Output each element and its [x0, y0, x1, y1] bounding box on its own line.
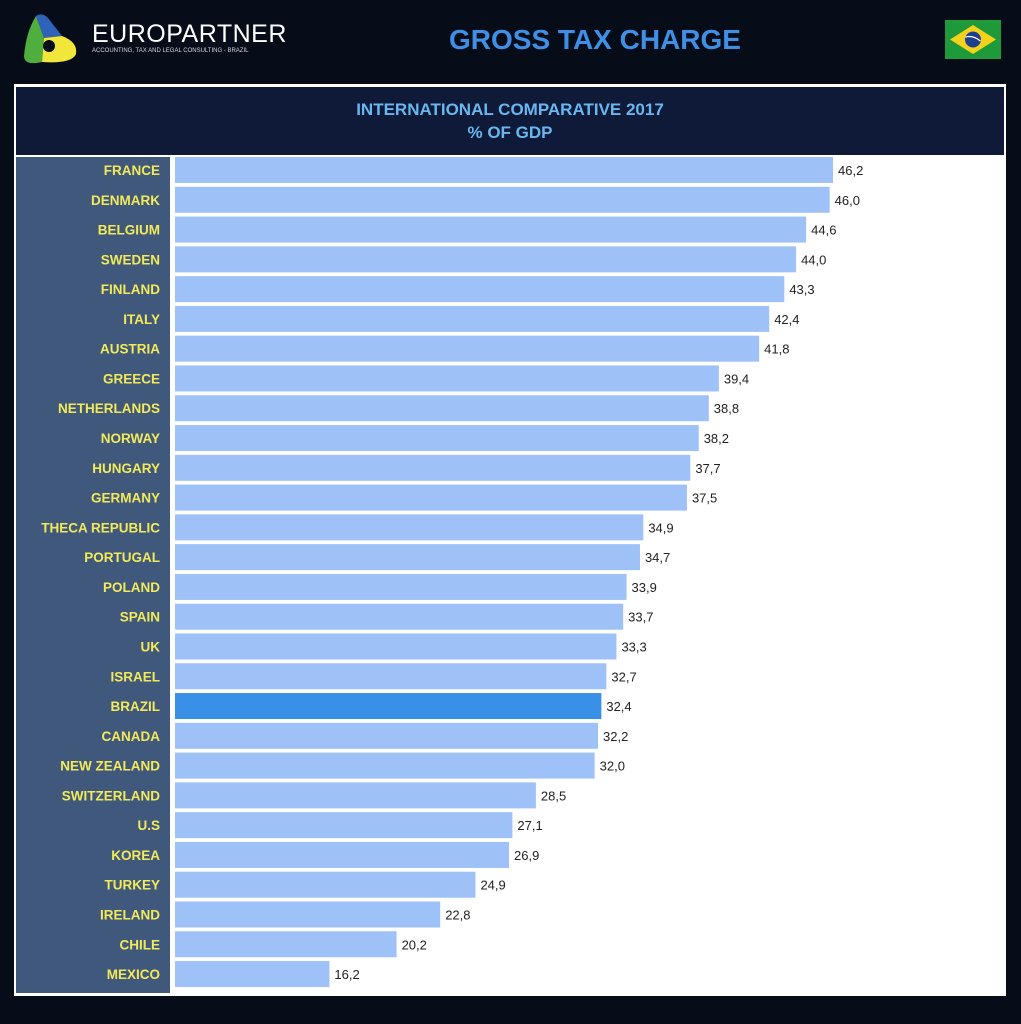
data-label: 38,8 — [714, 401, 739, 416]
data-label: 34,9 — [648, 520, 673, 535]
category-label: POLAND — [103, 580, 160, 595]
category-label: SWEDEN — [101, 252, 160, 267]
category-label: AUSTRIA — [100, 342, 160, 357]
category-label-column — [16, 157, 170, 993]
bar-belgium — [175, 216, 807, 243]
category-label: BELGIUM — [98, 223, 160, 238]
category-label: FINLAND — [101, 282, 160, 297]
data-label: 37,7 — [695, 461, 720, 476]
bar-brazil — [175, 693, 602, 720]
chart-header: INTERNATIONAL COMPARATIVE 2017 % OF GDP — [16, 87, 1004, 155]
data-label: 28,5 — [541, 788, 566, 803]
category-label: NORWAY — [101, 431, 160, 446]
bar-france — [175, 157, 833, 183]
bar-hungary — [175, 454, 691, 481]
bar-denmark — [175, 186, 830, 213]
bar-theca-republic — [175, 514, 644, 541]
data-label: 33,7 — [628, 610, 653, 625]
bar-new-zealand — [175, 752, 595, 779]
bar-italy — [175, 305, 770, 332]
category-label: GERMANY — [91, 491, 160, 506]
category-label: KOREA — [111, 848, 160, 863]
category-label: SPAIN — [120, 610, 160, 625]
category-label: NETHERLANDS — [58, 401, 160, 416]
data-label: 46,2 — [838, 163, 863, 178]
data-label: 32,2 — [603, 729, 628, 744]
category-label: U.S — [137, 818, 160, 833]
category-label: NEW ZEALAND — [60, 759, 160, 774]
category-label: CANADA — [102, 729, 161, 744]
bar-finland — [175, 276, 785, 303]
bar-norway — [175, 425, 699, 452]
data-label: 26,9 — [514, 848, 539, 863]
data-label: 16,2 — [334, 967, 359, 982]
data-label: 39,4 — [724, 371, 749, 386]
data-label: 42,4 — [774, 312, 799, 327]
bar-netherlands — [175, 395, 709, 422]
chart-subtitle: % OF GDP — [467, 123, 553, 142]
category-label: BRAZIL — [111, 699, 161, 714]
europartner-logo-icon — [24, 14, 77, 64]
bar-sweden — [175, 246, 797, 273]
data-label: 38,2 — [704, 431, 729, 446]
category-label: TURKEY — [104, 878, 160, 893]
bar-mexico — [175, 961, 330, 988]
bar-u-s — [175, 812, 513, 839]
data-label: 32,4 — [606, 699, 631, 714]
data-label: 41,8 — [764, 342, 789, 357]
category-label: IRELAND — [100, 908, 160, 923]
data-label: 24,9 — [480, 878, 505, 893]
data-label: 20,2 — [402, 937, 427, 952]
category-label: ISRAEL — [110, 669, 160, 684]
data-label: 34,7 — [645, 550, 670, 565]
category-label: ITALY — [123, 312, 160, 327]
category-label: FRANCE — [104, 163, 160, 178]
category-label: PORTUGAL — [84, 550, 160, 565]
bar-ireland — [175, 901, 441, 928]
brand-tagline: ACCOUNTING, TAX AND LEGAL CONSULTING - B… — [92, 48, 249, 54]
data-label: 33,9 — [632, 580, 657, 595]
data-label: 37,5 — [692, 491, 717, 506]
category-label: HUNGARY — [92, 461, 160, 476]
category-label: THECA REPUBLIC — [41, 520, 160, 535]
data-label: 33,3 — [621, 639, 646, 654]
bar-korea — [175, 841, 510, 868]
data-label: 44,6 — [811, 223, 836, 238]
chart-title: INTERNATIONAL COMPARATIVE 2017 — [356, 100, 664, 119]
bar-canada — [175, 722, 598, 749]
brand-name: EUROPARTNER — [92, 20, 287, 48]
category-label: GREECE — [103, 371, 160, 386]
bar-portugal — [175, 544, 640, 571]
bar-switzerland — [175, 782, 536, 809]
bar-germany — [175, 484, 687, 511]
bar-chile — [175, 931, 397, 958]
data-label: 44,0 — [801, 252, 826, 267]
category-label: UK — [141, 639, 161, 654]
bar-uk — [175, 633, 617, 660]
data-label: 43,3 — [789, 282, 814, 297]
bar-poland — [175, 573, 627, 600]
brazil-flag-icon — [945, 20, 1001, 59]
category-label: CHILE — [120, 937, 161, 952]
bar-greece — [175, 365, 719, 392]
category-label: DENMARK — [91, 193, 160, 208]
category-label: SWITZERLAND — [62, 788, 160, 803]
bar-israel — [175, 663, 607, 690]
bar-turkey — [175, 871, 476, 898]
data-label: 22,8 — [445, 908, 470, 923]
data-label: 32,7 — [611, 669, 636, 684]
bar-spain — [175, 603, 624, 630]
data-label: 27,1 — [517, 818, 542, 833]
page-title: GROSS TAX CHARGE — [449, 24, 741, 55]
data-label: 46,0 — [835, 193, 860, 208]
category-label: MEXICO — [107, 967, 160, 982]
data-label: 32,0 — [600, 759, 625, 774]
bar-austria — [175, 335, 760, 362]
